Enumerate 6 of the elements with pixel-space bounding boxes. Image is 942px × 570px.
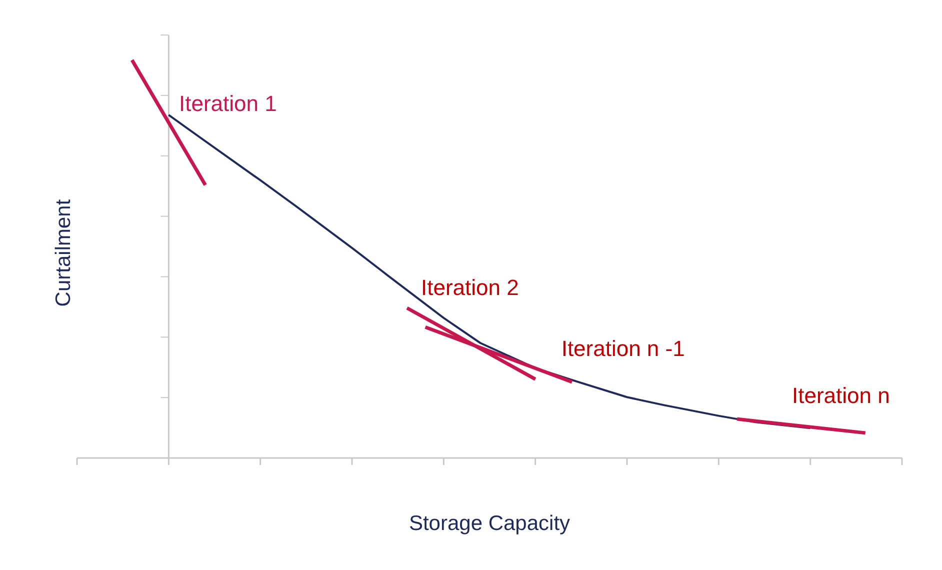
series-label: Iteration n <box>792 383 890 408</box>
series-label: Iteration 1 <box>179 91 277 116</box>
x-axis-title: Storage Capacity <box>408 512 571 535</box>
y-axis-title: Curtailment <box>52 199 75 307</box>
series-label: Iteration 2 <box>421 274 519 300</box>
series-label: Iteration n -1 <box>561 336 685 362</box>
